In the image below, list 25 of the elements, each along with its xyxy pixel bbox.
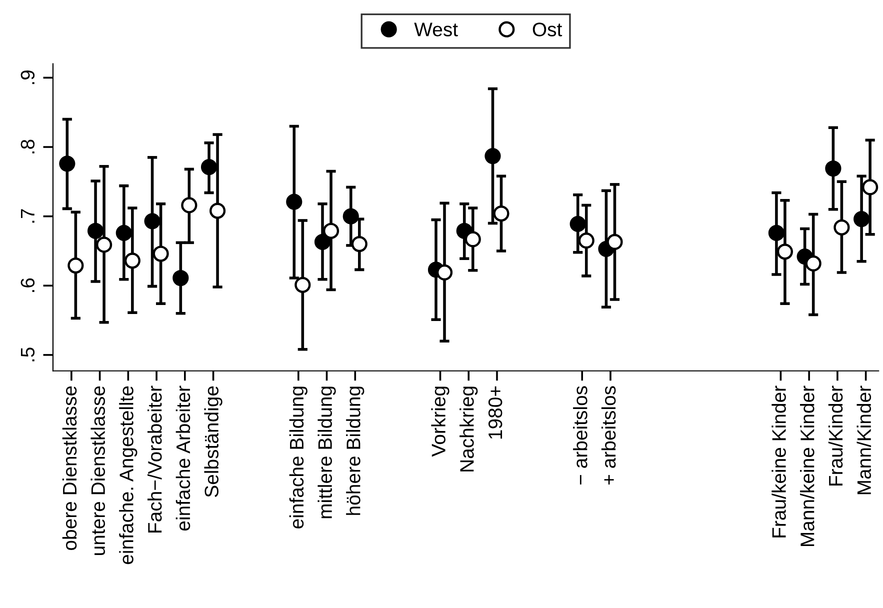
x-tick-label: Frau/Kinder xyxy=(828,386,843,486)
x-tick-label: Fach−/Vorabeiter xyxy=(147,386,162,532)
x-tick-label: 1980+ xyxy=(488,386,502,439)
x-tick-label: mittlere Bildung xyxy=(318,386,336,518)
x-tick-label: einfache Bildung xyxy=(289,386,308,528)
x-tick-label: untere Dienstklasse xyxy=(90,386,106,555)
legend-label: West xyxy=(414,22,458,36)
y-tick-label: .7 xyxy=(20,209,34,223)
y-tick-label: .5 xyxy=(20,348,35,362)
y-tick-label: .8 xyxy=(20,140,35,154)
x-tick-label: − arbeitslos xyxy=(573,386,588,484)
legend-label: Ost xyxy=(532,22,562,36)
x-tick-label: höhere Bildung xyxy=(346,386,364,515)
x-tick-label: Selbständige xyxy=(204,386,222,498)
y-tick-label: .9 xyxy=(20,70,35,84)
x-tick-label: einfache. Angestellte xyxy=(119,386,138,564)
x-tick-label: einfache Arbeiter xyxy=(176,386,190,531)
x-tick-label: Mann/keine Kinder xyxy=(800,386,814,546)
x-tick-label: + arbeitslos xyxy=(601,386,616,484)
y-tick-label: .6 xyxy=(20,278,35,292)
x-tick-label: obere Dienstklasse xyxy=(62,386,77,550)
x-tick-label: Frau/keine Kinder xyxy=(772,386,786,538)
x-tick-label: Vorkrieg xyxy=(431,386,450,457)
x-tick-label: Mann/Kinder xyxy=(856,386,872,494)
x-tick-label: Nachkrieg xyxy=(460,386,478,472)
